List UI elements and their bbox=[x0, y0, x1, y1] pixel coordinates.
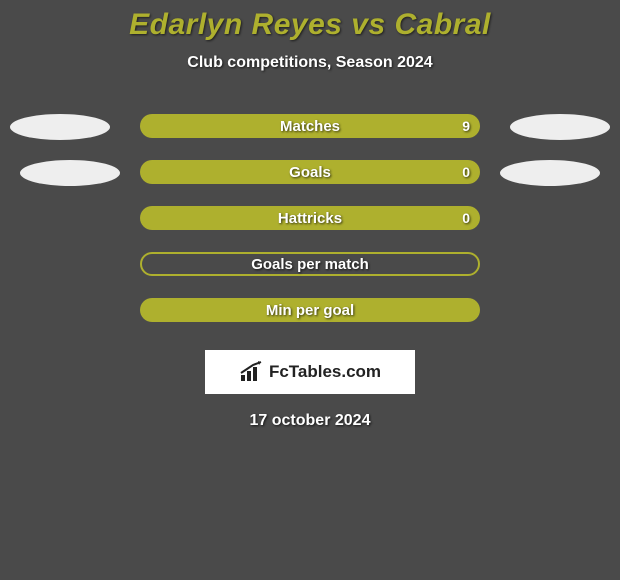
stat-value: 9 bbox=[462, 118, 470, 134]
stat-bar: Goals per match bbox=[140, 252, 480, 276]
stat-label: Goals per match bbox=[251, 256, 369, 273]
stat-value: 0 bbox=[462, 210, 470, 226]
stat-bar: Matches 9 bbox=[140, 114, 480, 138]
stat-row-goals: Goals 0 bbox=[0, 156, 620, 202]
stat-label: Goals bbox=[289, 164, 331, 181]
stat-row-min-per-goal: Min per goal bbox=[0, 294, 620, 340]
logo-text: FcTables.com bbox=[269, 362, 381, 382]
stat-row-hattricks: Hattricks 0 bbox=[0, 202, 620, 248]
stat-row-goals-per-match: Goals per match bbox=[0, 248, 620, 294]
right-avatar-ellipse bbox=[510, 114, 610, 140]
logo-box: FcTables.com bbox=[205, 350, 415, 394]
right-avatar-ellipse bbox=[500, 160, 600, 186]
chart-icon bbox=[239, 361, 265, 383]
stat-bar: Hattricks 0 bbox=[140, 206, 480, 230]
stat-label: Matches bbox=[280, 118, 340, 135]
stat-label: Hattricks bbox=[278, 210, 342, 227]
stat-row-matches: Matches 9 bbox=[0, 110, 620, 156]
stat-bar: Min per goal bbox=[140, 298, 480, 322]
comparison-subtitle: Club competitions, Season 2024 bbox=[0, 54, 620, 72]
left-avatar-ellipse bbox=[20, 160, 120, 186]
date-label: 17 october 2024 bbox=[0, 412, 620, 430]
stat-value: 0 bbox=[462, 164, 470, 180]
stat-bar: Goals 0 bbox=[140, 160, 480, 184]
left-avatar-ellipse bbox=[10, 114, 110, 140]
logo: FcTables.com bbox=[239, 361, 381, 383]
stat-rows: Matches 9 Goals 0 Hattricks 0 Goals per … bbox=[0, 110, 620, 340]
comparison-title: Edarlyn Reyes vs Cabral bbox=[0, 8, 620, 42]
stat-label: Min per goal bbox=[266, 302, 354, 319]
